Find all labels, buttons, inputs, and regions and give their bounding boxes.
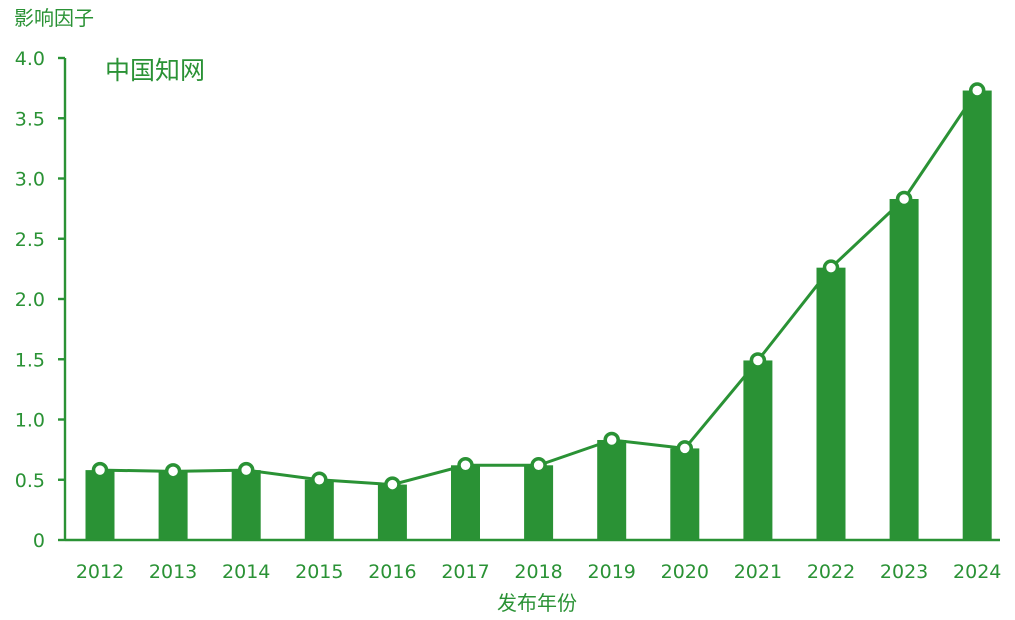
x-tick-label: 2022 <box>807 561 855 583</box>
bar-2020 <box>670 448 700 540</box>
cnki-watermark: 中国知网 <box>105 56 205 85</box>
x-tick-label: 2023 <box>880 561 928 583</box>
x-tick-label: 2012 <box>76 561 124 583</box>
bar-2013 <box>158 471 188 540</box>
bar-2019 <box>597 439 627 540</box>
y-tick-label: 2.0 <box>15 289 45 311</box>
x-tick-label: 2021 <box>734 561 782 583</box>
x-tick-label: 2020 <box>661 561 709 583</box>
y-axis: 0 0.5 1.0 1.5 2.0 2.5 3.0 3.5 4.0 <box>15 48 67 552</box>
bar-2023 <box>889 198 919 541</box>
y-axis-title: 影响因子 <box>14 6 94 30</box>
point-2017 <box>457 457 474 474</box>
point-2021 <box>749 352 767 369</box>
bar-2024 <box>962 90 992 540</box>
point-2019 <box>603 431 620 449</box>
y-tick-label: 0 <box>33 530 45 552</box>
trend-line <box>99 89 979 487</box>
point-2024 <box>968 82 986 99</box>
bar-2017 <box>451 465 480 540</box>
point-2020 <box>676 440 694 457</box>
bars-group <box>85 90 992 541</box>
x-tick-label: 2018 <box>514 561 562 583</box>
y-tick-label: 1.5 <box>15 349 45 371</box>
point-2023 <box>895 190 913 208</box>
x-axis: 2012 2013 2014 2015 2016 2017 2018 2019 2020 2021… <box>65 538 1001 583</box>
x-tick-label: 2014 <box>222 561 270 583</box>
bar-2016 <box>377 484 407 540</box>
x-tick-label: 2017 <box>441 561 489 583</box>
point-2013 <box>164 463 182 480</box>
point-2015 <box>311 471 328 488</box>
bar-2018 <box>524 465 554 540</box>
x-tick-label: 2016 <box>368 561 416 583</box>
y-tick-label: 3.5 <box>15 108 45 130</box>
point-2014 <box>237 461 255 479</box>
point-2016 <box>384 476 401 493</box>
y-tick-label: 0.5 <box>15 470 45 492</box>
bar-2012 <box>85 470 115 540</box>
y-tick-label: 2.5 <box>15 229 45 251</box>
trend-line-group <box>91 82 986 493</box>
x-tick-label: 2015 <box>295 561 343 583</box>
y-tick-label: 3.0 <box>15 169 45 191</box>
x-axis-title: 发布年份 <box>497 591 577 615</box>
y-tick-label: 4.0 <box>15 48 45 70</box>
point-2022 <box>822 259 840 276</box>
bar-2022 <box>816 267 846 540</box>
x-tick-label: 2019 <box>588 561 636 583</box>
bar-2015 <box>304 479 334 540</box>
bar-2021 <box>743 360 773 540</box>
bar-2014 <box>231 470 261 540</box>
x-tick-label: 2024 <box>953 561 1001 583</box>
point-2018 <box>530 457 547 474</box>
point-2012 <box>91 461 109 479</box>
x-tick-label: 2013 <box>149 561 197 583</box>
y-tick-label: 1.0 <box>15 410 45 432</box>
